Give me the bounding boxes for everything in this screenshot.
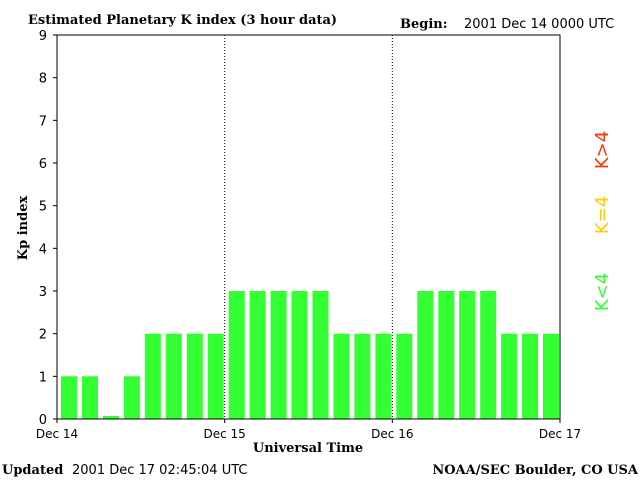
kp-bar: [312, 291, 329, 419]
updated-value: 2001 Dec 17 02:45:04 UTC: [72, 463, 247, 478]
legend-k-equal-4: K=4: [592, 196, 613, 234]
kp-bar: [186, 333, 203, 419]
kp-bar: [543, 333, 559, 419]
updated-label: Updated: [2, 463, 63, 478]
x-tick-label: Dec 14: [36, 427, 78, 441]
x-tick-label: Dec 15: [204, 427, 246, 441]
legend-k-less-4: K<4: [592, 273, 613, 311]
y-tick-label: 4: [39, 242, 47, 257]
x-axis-label: Universal Time: [253, 441, 363, 456]
kp-bar: [270, 291, 287, 419]
kp-bar: [249, 291, 266, 419]
legend-k-greater-4: K>4: [592, 131, 613, 169]
x-tick-label: Dec 16: [371, 427, 413, 441]
y-tick-label: 1: [39, 370, 47, 385]
y-tick-label: 8: [39, 72, 47, 87]
y-tick-label: 5: [39, 200, 47, 215]
kp-bar: [459, 291, 476, 419]
kp-bar: [480, 291, 497, 419]
credit-text: NOAA/SEC Boulder, CO USA: [432, 463, 639, 478]
y-tick-label: 7: [39, 114, 47, 129]
y-tick-label: 0: [39, 413, 47, 428]
kp-bar: [417, 291, 434, 419]
y-tick-label: 9: [39, 29, 47, 44]
kp-bar: [291, 291, 308, 419]
kp-bar: [522, 333, 539, 419]
kp-bar: [375, 333, 392, 419]
y-axis-label: Kp index: [16, 196, 31, 261]
plot-frame: [56, 34, 561, 420]
kp-bar: [333, 333, 350, 419]
kp-bar: [207, 333, 224, 419]
begin-label: Begin:: [400, 17, 448, 32]
kp-bar: [438, 291, 455, 419]
x-tick-label: Dec 17: [539, 427, 581, 441]
kp-bar: [165, 333, 182, 419]
chart-title: Estimated Planetary K index (3 hour data…: [28, 13, 337, 28]
kp-bar: [144, 333, 161, 419]
begin-value: 2001 Dec 14 0000 UTC: [464, 17, 614, 32]
y-tick-label: 6: [39, 157, 47, 172]
kp-bar: [228, 291, 245, 419]
kp-bar: [396, 333, 413, 419]
kp-bar: [501, 333, 518, 419]
kp-bar: [82, 376, 98, 419]
kp-bar: [354, 333, 371, 419]
y-tick-label: 3: [39, 285, 47, 300]
kp-bar: [123, 376, 140, 419]
y-tick-label: 2: [39, 328, 47, 343]
kp-bar: [102, 416, 119, 419]
kp-bar: [61, 376, 77, 419]
